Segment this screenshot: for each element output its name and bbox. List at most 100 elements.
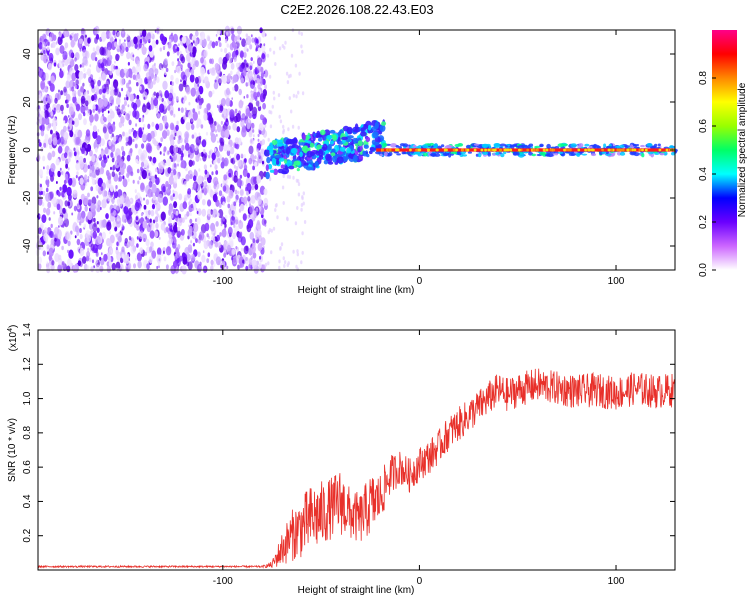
spectrogram-noise-point [75, 138, 80, 145]
spectrogram-noise-point [239, 203, 245, 212]
spectrogram-noise-point [89, 64, 91, 68]
spectrogram-noise-point [138, 176, 141, 181]
spectrogram-noise-point [226, 74, 231, 83]
spectrogram-signal-point [658, 148, 662, 152]
spectrogram-signal-point [569, 148, 572, 152]
spectrogram-noise-point [39, 93, 42, 96]
spectrogram-noise-point [113, 79, 119, 89]
spectrogram-signal-halo [414, 152, 421, 155]
spectrogram-transition-point [280, 164, 285, 169]
spectrogram-noise-point [49, 83, 55, 92]
spectrogram-transition-point [357, 140, 363, 147]
spectrogram-noise-point [269, 47, 272, 52]
spectrogram-noise-point [107, 70, 111, 76]
spectrogram-noise-point [135, 216, 139, 221]
spectrogram-noise-point [180, 67, 183, 72]
spectrogram-noise-point [189, 74, 195, 83]
spectrogram-noise-point [225, 31, 229, 36]
spectrogram-noise-point [256, 77, 260, 84]
spectrogram-noise-point [231, 97, 233, 100]
spectrogram-noise-point [282, 201, 285, 205]
spectrogram-noise-point [261, 218, 267, 226]
spectrogram-noise-point [137, 180, 140, 185]
spectrogram-noise-point [163, 153, 166, 156]
spectrogram-noise-point [236, 153, 241, 161]
spectrogram-noise-point [102, 189, 107, 197]
spectrogram-noise-point [129, 93, 135, 102]
spectrogram-noise-point [223, 157, 229, 167]
spectrogram-noise-point [194, 60, 199, 68]
spectrogram-noise-point [188, 201, 191, 206]
spectrogram-noise-point [157, 261, 161, 267]
spectrogram-noise-point [194, 76, 199, 84]
snr-y-tick-label: 0.2 [22, 528, 33, 542]
spectrogram-noise-point [38, 142, 42, 147]
spectrogram-noise-point [222, 185, 227, 192]
spectrogram-noise-point [248, 157, 253, 165]
spectrogram-noise-point [274, 208, 277, 212]
spectrogram-noise-point [42, 250, 46, 257]
spectrogram-signal-halo [531, 153, 536, 157]
spectrogram-noise-point [95, 261, 98, 265]
spectrogram-noise-point [252, 80, 255, 86]
spectrogram-noise-point [110, 152, 114, 158]
spectrogram-transition-point [318, 137, 323, 142]
spectrogram-signal-halo [528, 143, 534, 147]
spectrogram-signal-point [618, 148, 622, 152]
spectrogram-noise-point [101, 108, 104, 113]
spectrogram-noise-point [237, 159, 242, 167]
spectrogram-noise-point [41, 41, 46, 49]
snr-y-ticks: 0.2 0.4 0.6 0.8 1.0 1.2 1.4 [22, 323, 675, 543]
spectrogram-y-ticks: -40 -20 0 20 40 [22, 48, 675, 253]
spectrogram-noise-point [60, 38, 62, 42]
spectrogram-noise-point [64, 42, 69, 49]
spectrogram-noise-point [198, 132, 201, 136]
spectrogram-signal-point [638, 148, 642, 152]
spectrogram-noise-point [114, 60, 116, 64]
spectrogram-noise-point [74, 64, 79, 72]
spectrogram-signal-point [601, 148, 604, 152]
spectrogram-noise-point [260, 148, 266, 158]
spectrogram-noise-point [154, 62, 156, 66]
spectrogram-noise-point [154, 230, 159, 238]
spectrogram-noise-point [253, 86, 257, 92]
colorbar-tick-label: 0.4 [698, 167, 709, 181]
spectrogram-noise-point [165, 180, 169, 188]
spectrogram-noise-point [145, 142, 152, 153]
spectrogram-noise-point [113, 190, 119, 199]
spectrogram-noise-point [63, 131, 69, 141]
spectrogram-transition-point [372, 131, 379, 139]
spectrogram-noise-point [89, 172, 93, 177]
spectrogram-noise-point [244, 158, 247, 163]
spectrogram-noise-point [201, 199, 206, 206]
spectrogram-noise-point [181, 35, 187, 44]
snr-x-axis-label: Height of straight line (km) [298, 585, 415, 596]
spectrogram-noise-point [83, 73, 87, 79]
spectrogram-signal-halo [402, 143, 409, 148]
spectrogram-noise-point [71, 72, 77, 82]
spectrogram-noise-point [196, 123, 200, 129]
spectrogram-signal-point [466, 148, 470, 152]
spectrogram-noise-point [147, 123, 151, 129]
spectrogram-noise-point [53, 122, 56, 128]
spectrogram-noise-point [243, 95, 246, 99]
spectrogram-noise-point [57, 234, 61, 240]
spectrogram-noise-point [95, 184, 100, 192]
spectrogram-noise-point [140, 161, 145, 168]
spectrogram-noise-point [39, 125, 42, 130]
spectrogram-noise-point [101, 239, 104, 243]
spectrogram-noise-point [91, 84, 95, 89]
spectrogram-noise-point [230, 70, 233, 76]
spectrogram-noise-point [195, 207, 198, 211]
spectrogram-transition-point [381, 121, 387, 126]
spectrogram-noise-point [93, 265, 95, 269]
spectrogram-noise-point [94, 57, 98, 62]
spectrogram-noise-point [172, 193, 175, 198]
spectrogram-noise-point [150, 130, 155, 139]
spectrogram-noise-point [67, 201, 71, 207]
spectrogram-noise-point [190, 118, 194, 123]
spectrogram-noise-point [179, 255, 183, 262]
spectrogram-noise-point [45, 176, 49, 181]
spectrogram-noise-point [252, 129, 255, 133]
spectrogram-noise-point [38, 139, 41, 144]
